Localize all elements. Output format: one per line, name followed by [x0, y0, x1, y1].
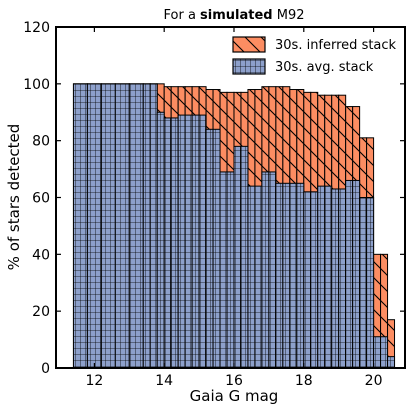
avg-stack-bar-35: [345, 179, 354, 369]
avg-stack-bar-2: [86, 83, 102, 369]
avg-stack-bar-16: [212, 128, 221, 369]
avg-stack-bar-15: [205, 128, 214, 369]
avg-stack-bar-24: [268, 171, 277, 369]
avg-stack-bar-10: [170, 117, 179, 369]
avg-stack-bar-1: [72, 83, 88, 369]
x-tick-label: 16: [225, 373, 243, 389]
avg-stack-bar-11: [177, 114, 186, 369]
avg-stack-bar-29: [303, 191, 312, 369]
chart-title: For a simulated M92: [164, 8, 305, 23]
avg-stack-bar-36: [352, 179, 361, 369]
x-axis-label: Gaia G mag: [190, 387, 279, 405]
avg-stack-bar-34: [338, 188, 347, 369]
avg-stack-bar-30: [310, 191, 319, 369]
avg-stack-bar-32: [324, 185, 333, 369]
avg-stack-bar-8: [156, 111, 165, 369]
avg-stack-bar-41: [387, 356, 396, 369]
avg-stack-bar-7: [149, 83, 158, 369]
avg-stack-bar-40: [380, 336, 389, 369]
avg-stack-bar-12: [184, 114, 193, 369]
avg-stack-bar-23: [261, 171, 270, 369]
avg-stack-bar-9: [163, 117, 172, 369]
x-tick-label: 20: [365, 373, 383, 389]
avg-stack-bar-27: [289, 182, 298, 369]
legend-label-avg-stack: 30s. avg. stack: [275, 60, 374, 75]
avg-stack-bar-20: [240, 145, 249, 369]
avg-stack-bar-21: [247, 185, 256, 369]
avg-stack-bar-17: [219, 171, 228, 369]
legend: 30s. inferred stack 30s. avg. stack: [232, 36, 397, 75]
chart-title-prefix: For a: [164, 8, 201, 23]
y-tick-label: 120: [23, 20, 50, 36]
y-tick-label: 20: [32, 304, 50, 320]
avg-stack-bar-39: [373, 336, 382, 369]
y-tick-label: 40: [32, 247, 50, 263]
avg-stack-bar-3: [100, 83, 116, 369]
avg-stack-bar-6: [142, 83, 151, 369]
avg-stack-bar-13: [191, 114, 200, 369]
avg-stack-bar-19: [233, 145, 242, 369]
avg-stack-bar-28: [296, 182, 305, 369]
x-tick-label: 12: [85, 373, 103, 389]
avg-stack-bars: [72, 83, 396, 369]
legend-swatch-inferred-stack: [232, 36, 266, 53]
y-axis-label: % of stars detected: [5, 124, 23, 271]
avg-stack-bar-22: [254, 185, 263, 369]
avg-stack-bar-37: [359, 197, 368, 369]
x-tick-label: 18: [295, 373, 313, 389]
y-tick-label: 0: [41, 361, 50, 377]
avg-stack-bar-14: [198, 114, 207, 369]
avg-stack-bar-4: [114, 83, 130, 369]
avg-stack-bar-5: [128, 83, 144, 369]
legend-label-inferred-stack: 30s. inferred stack: [275, 38, 397, 53]
avg-stack-bar-33: [331, 188, 340, 369]
y-tick-label: 80: [32, 134, 50, 150]
avg-stack-bar-31: [317, 185, 326, 369]
avg-stack-bar-18: [226, 171, 235, 369]
chart-title-bold: simulated: [200, 8, 273, 23]
avg-stack-bar-25: [275, 182, 284, 369]
y-tick-label: 100: [23, 77, 50, 93]
x-tick-label: 14: [155, 373, 173, 389]
avg-stack-bar-38: [366, 197, 375, 369]
avg-stack-bar-26: [282, 182, 291, 369]
y-tick-label: 60: [32, 191, 50, 207]
chart-title-suffix: M92: [273, 8, 305, 23]
legend-swatch-avg-stack: [232, 58, 266, 75]
axes: 12 14 16 18 20 0 20 40 60 80 100 120: [23, 20, 406, 389]
